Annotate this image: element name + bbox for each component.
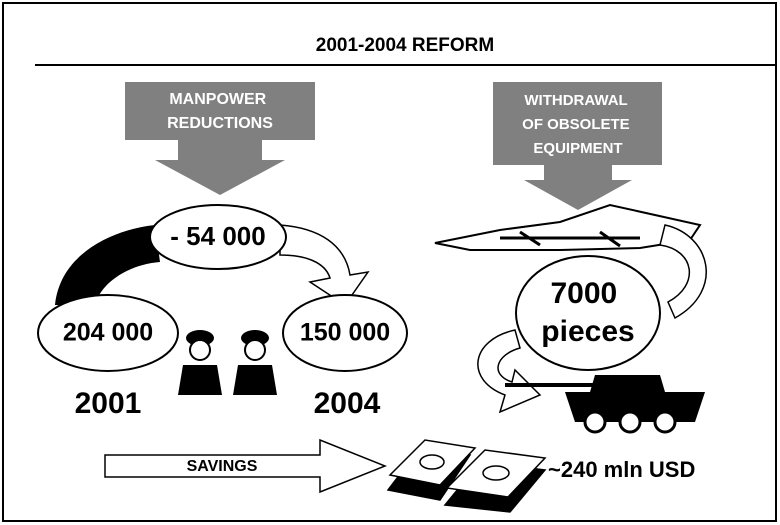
equipment-label: WITHDRAWAL OF OBSOLETE EQUIPMENT	[522, 92, 634, 157]
title: 2001-2004 REFORM	[316, 35, 494, 56]
page: 2001-2004 REFORM MANPOWER REDUCTIONS WIT…	[0, 0, 780, 525]
count-line: 7000	[550, 277, 617, 310]
count-ellipse	[516, 256, 660, 370]
end-year: 2004	[314, 387, 381, 420]
end-value: 150 000	[300, 319, 390, 347]
savings-label: SAVINGS	[187, 458, 258, 475]
label-line: MANPOWER	[169, 91, 266, 108]
start-year: 2001	[75, 387, 142, 420]
savings-amount: ~240 mln USD	[548, 457, 695, 482]
slide: 2001-2004 REFORM MANPOWER REDUCTIONS WIT…	[0, 0, 780, 525]
count-line: pieces	[541, 315, 634, 348]
label-line: EQUIPMENT	[533, 140, 622, 157]
label-line: WITHDRAWAL	[524, 92, 627, 109]
label-line: REDUCTIONS	[167, 115, 273, 132]
reduction: - 54 000	[170, 221, 265, 251]
start-value: 204 000	[63, 319, 153, 347]
label-line: OF OBSOLETE	[522, 116, 630, 133]
